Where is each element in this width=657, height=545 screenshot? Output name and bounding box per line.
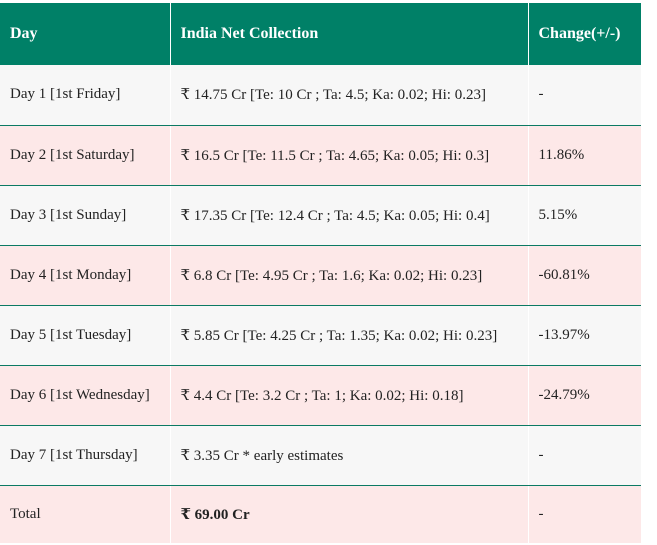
cell-net-collection: ₹ 3.35 Cr * early estimates: [170, 425, 529, 486]
cell-change: 5.15%: [528, 185, 641, 246]
table-row: Day 3 [1st Sunday] ₹ 17.35 Cr [Te: 12.4 …: [0, 185, 641, 246]
header-day: Day: [0, 3, 171, 65]
cell-day: Day 4 [1st Monday]: [0, 245, 171, 306]
cell-day: Day 2 [1st Saturday]: [0, 125, 171, 186]
table-row: Day 2 [1st Saturday] ₹ 16.5 Cr [Te: 11.5…: [0, 125, 641, 186]
table-row: Day 4 [1st Monday] ₹ 6.8 Cr [Te: 4.95 Cr…: [0, 245, 641, 306]
cell-net-collection: ₹ 6.8 Cr [Te: 4.95 Cr ; Ta: 1.6; Ka: 0.0…: [170, 245, 529, 306]
cell-day: Day 3 [1st Sunday]: [0, 185, 171, 246]
cell-change: -: [528, 65, 641, 126]
total-net-collection: ₹ 69.00 Cr: [170, 485, 529, 543]
total-row: Total ₹ 69.00 Cr -: [0, 485, 641, 543]
total-change: -: [528, 485, 641, 543]
box-office-collection-table: Day India Net Collection Change(+/-) Day…: [0, 3, 641, 543]
cell-net-collection: ₹ 17.35 Cr [Te: 12.4 Cr ; Ta: 4.5; Ka: 0…: [170, 185, 529, 246]
table-row: Day 5 [1st Tuesday] ₹ 5.85 Cr [Te: 4.25 …: [0, 305, 641, 366]
header-row: Day India Net Collection Change(+/-): [0, 3, 641, 65]
cell-net-collection: ₹ 4.4 Cr [Te: 3.2 Cr ; Ta: 1; Ka: 0.02; …: [170, 365, 529, 426]
cell-change: -24.79%: [528, 365, 641, 426]
cell-net-collection: ₹ 14.75 Cr [Te: 10 Cr ; Ta: 4.5; Ka: 0.0…: [170, 65, 529, 126]
cell-net-collection: ₹ 5.85 Cr [Te: 4.25 Cr ; Ta: 1.35; Ka: 0…: [170, 305, 529, 366]
cell-change: -: [528, 425, 641, 486]
cell-day: Day 5 [1st Tuesday]: [0, 305, 171, 366]
cell-change: -13.97%: [528, 305, 641, 366]
table-row: Day 7 [1st Thursday] ₹ 3.35 Cr * early e…: [0, 425, 641, 486]
table-header: Day India Net Collection Change(+/-): [0, 3, 641, 65]
table-body: Day 1 [1st Friday] ₹ 14.75 Cr [Te: 10 Cr…: [0, 65, 641, 543]
header-change: Change(+/-): [528, 3, 641, 65]
cell-net-collection: ₹ 16.5 Cr [Te: 11.5 Cr ; Ta: 4.65; Ka: 0…: [170, 125, 529, 186]
total-label: Total: [0, 485, 171, 543]
cell-day: Day 6 [1st Wednesday]: [0, 365, 171, 426]
cell-day: Day 1 [1st Friday]: [0, 65, 171, 126]
header-india-net-collection: India Net Collection: [170, 3, 529, 65]
table-row: Day 6 [1st Wednesday] ₹ 4.4 Cr [Te: 3.2 …: [0, 365, 641, 426]
table-row: Day 1 [1st Friday] ₹ 14.75 Cr [Te: 10 Cr…: [0, 65, 641, 126]
cell-day: Day 7 [1st Thursday]: [0, 425, 171, 486]
cell-change: -60.81%: [528, 245, 641, 306]
cell-change: 11.86%: [528, 125, 641, 186]
page-right-margin: [641, 0, 657, 545]
